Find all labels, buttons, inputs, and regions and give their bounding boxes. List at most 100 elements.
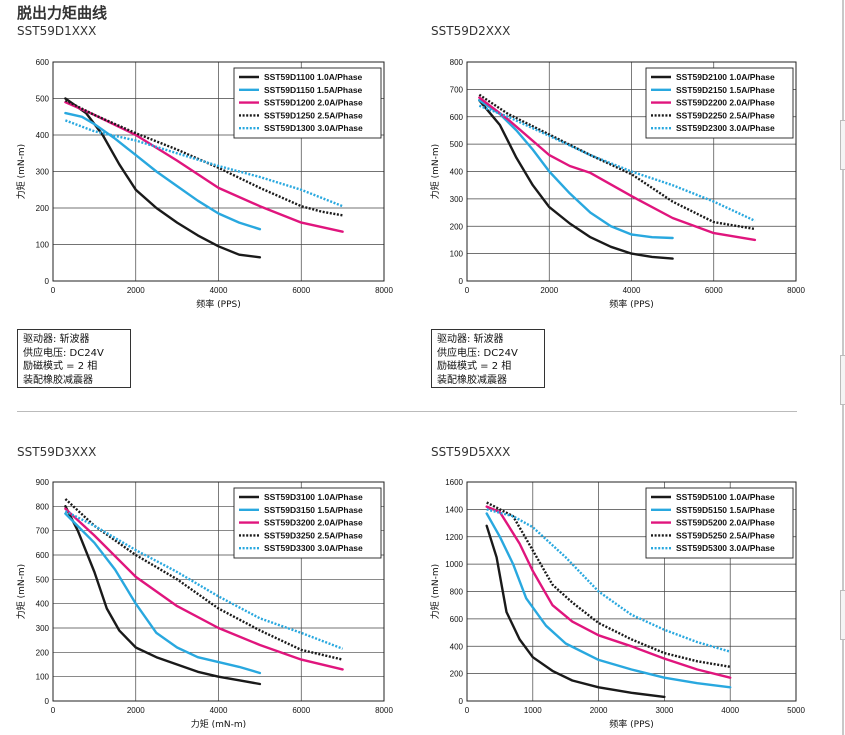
y-tick-label: 0: [45, 277, 50, 286]
y-tick-label: 500: [36, 95, 50, 104]
y-tick-label: 500: [36, 575, 50, 584]
chart-sst59d3xxx: 0 2000 4000 6000 8000 0 100 200 300 400 500 600 700 8…: [15, 478, 393, 730]
legend-label: SST59D1150 1.5A/Phase: [264, 85, 363, 95]
y-tick-label: 800: [450, 58, 464, 67]
y-tick-label: 700: [36, 527, 50, 536]
legend-label: SST59D2250 2.5A/Phase: [676, 110, 775, 120]
x-tick-label: 6000: [292, 706, 310, 715]
y-tick-label: 200: [36, 204, 50, 213]
x-axis-label: 频率 (PPS): [609, 718, 653, 730]
y-tick-label: 1600: [445, 478, 463, 487]
side-tab[interactable]: [840, 120, 845, 170]
x-tick-label: 8000: [375, 706, 393, 715]
x-tick-label: 1000: [524, 706, 542, 715]
x-tick-label: 4000: [721, 706, 739, 715]
y-tick-label: 1200: [445, 533, 463, 542]
y-tick-label: 200: [450, 670, 464, 679]
series-line-4: [486, 501, 731, 668]
side-tab[interactable]: [840, 590, 845, 640]
legend-label: SST59D5250 2.5A/Phase: [676, 530, 775, 540]
x-tick-label: 2000: [127, 286, 145, 295]
legend-label: SST59D2100 1.0A/Phase: [676, 72, 775, 82]
series-line-5: [478, 104, 756, 222]
y-tick-label: 1400: [445, 505, 463, 514]
series-line-5: [486, 508, 731, 653]
x-tick-label: 2000: [590, 706, 608, 715]
chart-sst59d2xxx: 0 2000 4000 6000 8000 0 100 200 300 400 500 600 700 8…: [429, 58, 805, 310]
info-line-voltage: 供应电压: DC24V: [23, 347, 104, 359]
series-line-2: [64, 512, 262, 675]
side-tab[interactable]: [840, 355, 845, 405]
series-line-5: [64, 119, 344, 208]
y-tick-label: 200: [36, 648, 50, 657]
x-tick-label: 2000: [540, 286, 558, 295]
legend-label: SST59D2150 1.5A/Phase: [676, 85, 775, 95]
chart-1-subtitle: SST59D1XXX: [17, 24, 97, 38]
series-line-1: [64, 505, 262, 686]
x-tick-label: 3000: [656, 706, 674, 715]
driver-info-box-left: 驱动器: 斩波器 供应电压: DC24V 励磁模式 = 2 相 装配橡胶减震器: [17, 329, 131, 388]
series-line-2: [64, 111, 262, 231]
info-line-excitation: 励磁模式 = 2 相: [437, 361, 512, 372]
series-line-4: [478, 93, 756, 231]
plot-frame: [52, 481, 385, 702]
legend-label: SST59D3250 2.5A/Phase: [264, 530, 363, 540]
legend-label: SST59D5200 2.0A/Phase: [676, 518, 775, 528]
y-tick-label: 400: [450, 642, 464, 651]
y-tick-label: 1000: [445, 560, 463, 569]
y-tick-label: 400: [36, 600, 50, 609]
y-tick-label: 300: [450, 195, 464, 204]
series-line-3: [64, 507, 344, 671]
legend-label: SST59D5300 3.0A/Phase: [676, 543, 775, 553]
y-tick-label: 400: [36, 131, 50, 140]
chart-3-subtitle: SST59D3XXX: [17, 445, 97, 459]
series-line-3: [485, 505, 732, 679]
info-line-voltage: 供应电压: DC24V: [437, 347, 518, 359]
x-tick-label: 0: [465, 706, 470, 715]
y-tick-label: 900: [36, 478, 50, 487]
series-line-2: [478, 99, 674, 240]
y-tick-label: 600: [36, 551, 50, 560]
y-axis-label: 力矩 (mN-m): [15, 564, 27, 619]
y-tick-label: 600: [450, 113, 464, 122]
y-axis-label: 力矩 (mN-m): [15, 144, 27, 199]
x-tick-label: 4000: [210, 286, 228, 295]
info-line-damper: 装配橡胶减震器: [437, 374, 507, 386]
series-line-5: [64, 510, 344, 650]
section-divider: [17, 411, 797, 412]
y-tick-label: 800: [450, 588, 464, 597]
series-line-1: [485, 524, 666, 699]
chart-4-subtitle: SST59D5XXX: [431, 445, 511, 459]
legend-label: SST59D3300 3.0A/Phase: [264, 543, 363, 553]
x-tick-label: 4000: [623, 286, 641, 295]
y-tick-label: 0: [45, 697, 50, 706]
legend-label: SST59D1100 1.0A/Phase: [264, 72, 363, 82]
y-tick-label: 300: [36, 168, 50, 177]
x-tick-label: 5000: [787, 706, 805, 715]
legend-label: SST59D3100 1.0A/Phase: [264, 492, 363, 502]
legend-label: SST59D1200 2.0A/Phase: [264, 98, 363, 108]
x-tick-label: 8000: [375, 286, 393, 295]
legend-label: SST59D3150 1.5A/Phase: [264, 505, 363, 515]
series-line-1: [64, 97, 262, 259]
y-tick-label: 100: [450, 250, 464, 259]
x-tick-label: 0: [465, 286, 470, 295]
legend-label: SST59D5150 1.5A/Phase: [676, 505, 775, 515]
y-tick-label: 200: [450, 222, 464, 231]
x-tick-label: 0: [51, 286, 56, 295]
x-tick-label: 6000: [292, 286, 310, 295]
y-tick-label: 300: [36, 624, 50, 633]
y-tick-label: 600: [36, 58, 50, 67]
x-tick-label: 2000: [127, 706, 145, 715]
y-tick-label: 600: [450, 615, 464, 624]
info-line-excitation: 励磁模式 = 2 相: [23, 361, 98, 372]
x-tick-label: 8000: [787, 286, 805, 295]
driver-info-box-right: 驱动器: 斩波器 供应电压: DC24V 励磁模式 = 2 相 装配橡胶减震器: [431, 329, 545, 388]
series-line-2: [485, 512, 732, 689]
plot-frame: [466, 481, 797, 702]
y-tick-label: 0: [459, 697, 464, 706]
legend-label: SST59D1250 2.5A/Phase: [264, 110, 363, 120]
legend-label: SST59D5100 1.0A/Phase: [676, 492, 775, 502]
legend-label: SST59D1300 3.0A/Phase: [264, 123, 363, 133]
